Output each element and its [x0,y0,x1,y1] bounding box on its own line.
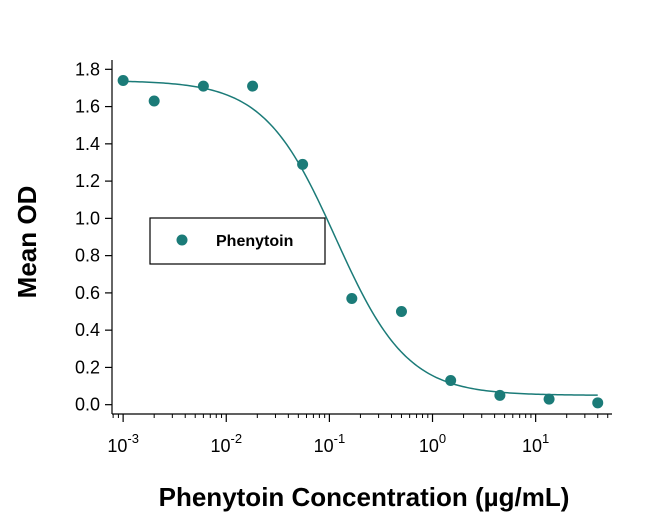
data-point [494,389,506,401]
y-tick-label: 1.0 [75,208,100,228]
y-tick-label: 0.0 [75,395,100,415]
data-point [197,80,209,92]
data-point [543,393,555,405]
y-tick-label: 1.4 [75,134,100,154]
x-tick-label: 10-2 [210,431,242,456]
data-point [592,397,604,409]
y-tick-label: 0.8 [75,246,100,266]
y-tick-label: 0.2 [75,357,100,377]
data-point [395,306,407,318]
y-tick-label: 1.8 [75,59,100,79]
y-axis-title: Mean OD [12,186,42,299]
x-axis-title: Phenytoin Concentration (µg/mL) [159,482,570,512]
legend-label-phenytoin: Phenytoin [216,233,293,250]
x-tick-label: 100 [419,431,446,456]
y-tick-label: 0.6 [75,283,100,303]
data-point [117,74,129,86]
data-point [346,292,358,304]
x-tick-label: 10-3 [107,431,139,456]
data-points-phenytoin [117,74,604,409]
y-tick-label: 0.4 [75,320,100,340]
x-axis-ticks: 10-3 10-2 10-1 100 101 [107,414,609,456]
legend: Phenytoin [149,217,326,265]
data-point [445,374,457,386]
y-tick-label: 1.6 [75,97,100,117]
x-tick-label: 101 [522,431,549,456]
x-tick-label: 10-1 [314,431,346,456]
data-point [148,95,160,107]
y-axis-ticks: 0.0 0.2 0.4 0.6 0.8 1.0 1.2 1.4 1.6 1.8 [75,59,112,415]
y-tick-label: 1.2 [75,171,100,191]
data-point [247,80,259,92]
data-point [297,158,309,170]
legend-marker-phenytoin [176,234,188,246]
